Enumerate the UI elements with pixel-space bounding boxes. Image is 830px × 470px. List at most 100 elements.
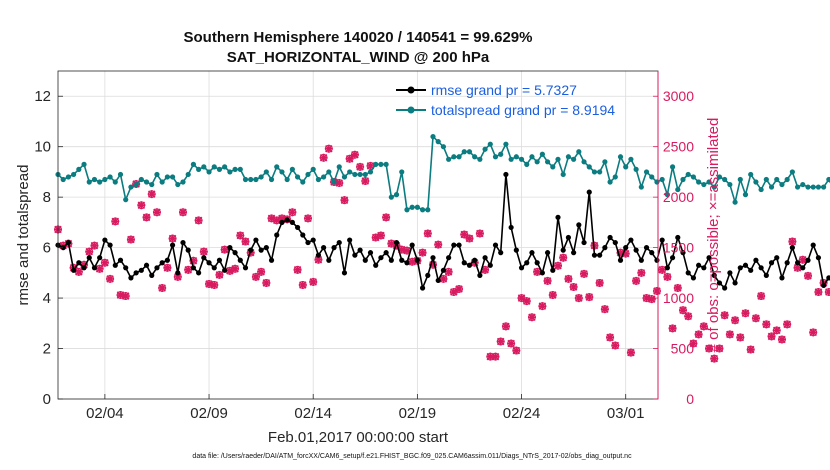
obs-possible-point — [189, 256, 198, 265]
obs-possible-point — [720, 311, 729, 320]
y-left-tick-label: 4 — [43, 290, 51, 307]
totalspread-point — [815, 184, 822, 190]
rmse-point — [373, 262, 379, 268]
obs-assimilated-point — [455, 284, 464, 293]
obs-possible-point — [231, 264, 239, 273]
obs-possible-point — [111, 217, 120, 226]
totalspread-point — [414, 204, 420, 210]
rmse-point — [597, 252, 603, 258]
obs-possible-point — [90, 241, 99, 250]
rmse-point — [347, 237, 353, 243]
totalspread-point — [482, 146, 488, 152]
obs-assimilated-point — [137, 201, 146, 210]
rmse-point — [654, 257, 660, 263]
legend-marker-rmse — [407, 86, 415, 94]
totalspread-point — [680, 176, 686, 183]
totalspread-point — [805, 184, 811, 190]
totalspread-point — [633, 166, 639, 172]
obs-possible-point — [298, 281, 307, 289]
obs-possible-point — [725, 330, 734, 339]
obs-possible-point — [163, 263, 172, 272]
series--of-obs-assimilated — [54, 144, 830, 363]
totalspread-point — [617, 154, 624, 160]
obs-possible-point — [423, 229, 432, 238]
obs-assimilated-point — [684, 312, 693, 321]
totalspread-point — [128, 184, 134, 190]
obs-possible-point — [288, 208, 297, 217]
rmse-point — [362, 257, 368, 263]
obs-possible-point — [382, 213, 391, 222]
totalspread-point — [550, 164, 556, 170]
obs-assimilated-point — [580, 269, 589, 278]
y-axis-label-left: rmse and totalspread — [15, 165, 32, 306]
totalspread-point — [654, 179, 660, 185]
totalspread-point — [638, 184, 644, 190]
totalspread-point — [326, 169, 332, 175]
legend-label-rmse: rmse grand pr = 5.7327 — [431, 82, 577, 98]
rmse-point — [268, 257, 275, 263]
totalspread-point — [284, 176, 290, 183]
totalspread-point — [232, 166, 238, 172]
obs-possible-point — [767, 332, 776, 341]
totalspread-point — [737, 176, 743, 183]
totalspread-point — [352, 171, 358, 178]
obs-assimilated-point — [392, 241, 401, 250]
rmse-point — [482, 255, 488, 261]
obs-possible-point — [272, 216, 281, 225]
rmse-point — [524, 260, 530, 266]
obs-possible-point — [168, 234, 177, 243]
obs-possible-point — [548, 291, 557, 299]
obs-assimilated-point — [652, 287, 661, 296]
obs-possible-point — [491, 352, 500, 361]
rmse-point — [81, 265, 87, 271]
obs-possible-point — [559, 253, 568, 262]
obs-possible-point — [324, 144, 333, 153]
totalspread-point — [763, 176, 769, 183]
obs-possible-point — [528, 313, 536, 322]
totalspread-point — [810, 184, 816, 190]
totalspread-point — [612, 174, 618, 180]
rmse-point — [591, 252, 598, 258]
obs-assimilated-point — [720, 311, 729, 320]
obs-assimilated-point — [668, 324, 677, 333]
obs-assimilated-point — [345, 154, 354, 163]
rmse-point — [138, 267, 144, 273]
obs-possible-point — [205, 280, 213, 288]
obs-assimilated-point — [163, 263, 172, 272]
obs-assimilated-point — [324, 144, 333, 153]
totalspread-point — [524, 161, 530, 167]
obs-possible-point — [731, 316, 739, 325]
totalspread-point — [378, 161, 384, 167]
totalspread-point — [498, 151, 504, 157]
rmse-point — [237, 257, 243, 263]
totalspread-point — [289, 166, 295, 172]
obs-assimilated-point — [788, 237, 797, 246]
obs-assimilated-point — [184, 265, 193, 274]
totalspread-point — [753, 179, 759, 185]
obs-assimilated-point — [569, 282, 578, 291]
obs-possible-point — [585, 293, 594, 301]
obs-possible-point — [653, 287, 661, 295]
obs-assimilated-point — [408, 257, 417, 266]
obs-possible-point — [465, 234, 474, 243]
obs-possible-point — [330, 178, 338, 186]
rmse-point — [763, 272, 769, 278]
obs-assimilated-point — [314, 255, 323, 264]
totalspread-point — [112, 179, 118, 185]
totalspread-point — [768, 184, 775, 190]
rmse-point — [60, 245, 66, 251]
rmse-point — [602, 245, 608, 251]
rmse-point — [274, 232, 280, 238]
obs-assimilated-point — [80, 260, 89, 269]
totalspread-point — [664, 192, 670, 198]
obs-possible-point — [783, 320, 792, 329]
totalspread-point — [425, 207, 431, 213]
rmse-point — [123, 265, 129, 271]
obs-possible-point — [627, 348, 635, 357]
totalspread-point — [669, 164, 676, 170]
rmse-point — [680, 250, 686, 256]
obs-possible-point — [236, 231, 245, 240]
totalspread-point — [701, 181, 707, 188]
rmse-point — [321, 245, 327, 251]
obs-possible-point — [762, 320, 771, 329]
